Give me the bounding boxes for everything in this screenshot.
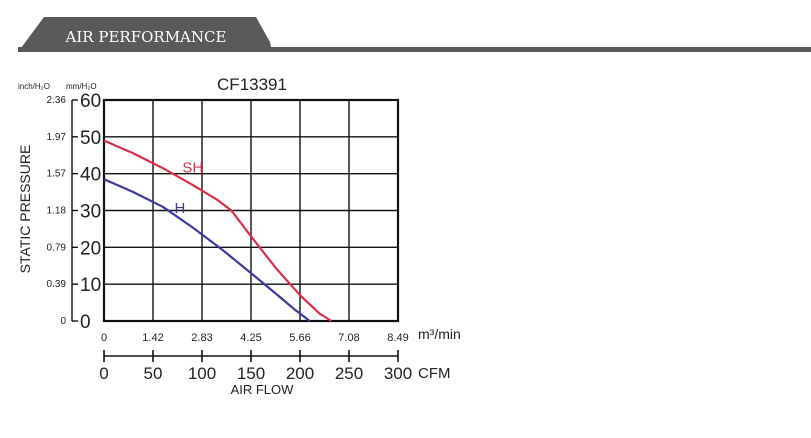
y-tick-label-inch: 1.97 — [47, 132, 67, 143]
y-unit-inch: inch/H₂O — [18, 82, 50, 91]
x-tick-label-m3min: 0 — [101, 332, 107, 344]
y-tick-label-inch: 1.18 — [47, 206, 67, 217]
x-tick-label-cfm: 300 — [384, 364, 412, 383]
chart-curves: SH H — [103, 139, 332, 322]
y-tick-label-mm: 0 — [80, 312, 91, 333]
series-line-h — [103, 178, 311, 322]
x-unit-m3min: m³/min — [418, 326, 461, 342]
series-label-sh: SH — [182, 159, 203, 176]
y-tick-label-mm: 10 — [80, 275, 101, 296]
x-tick-label-cfm: 150 — [237, 364, 265, 383]
y-unit-mm: mm/H₂O — [66, 82, 97, 91]
y-tick-label-mm: 40 — [80, 165, 101, 186]
chart-grid — [102, 98, 400, 323]
y-tick-label-mm: 50 — [80, 128, 101, 149]
section-header: AIR PERFORMANCE — [18, 17, 811, 52]
y-tick-label-inch: 0 — [60, 316, 66, 327]
x-tick-label-cfm: 250 — [335, 364, 363, 383]
x-tick-label-m3min: 4.25 — [240, 332, 261, 344]
chart-title: CF13391 — [217, 75, 287, 94]
y-tick-label-inch: 1.57 — [47, 169, 67, 180]
y-tick-label-mm: 30 — [80, 202, 101, 223]
series-line-sh — [103, 139, 332, 322]
y-tick-label-mm: 20 — [80, 238, 101, 259]
x-tick-label-m3min: 7.08 — [338, 332, 359, 344]
x-tick-label-cfm: 100 — [188, 364, 216, 383]
x-tick-label-m3min: 5.66 — [289, 332, 310, 344]
x-unit-cfm: CFM — [418, 365, 451, 382]
y-axis-title: STATIC PRESSURE — [17, 145, 33, 274]
x-tick-label-m3min: 1.42 — [142, 332, 163, 344]
x-tick-label-cfm: 0 — [99, 364, 108, 383]
header-rule — [18, 47, 811, 52]
x-axis-title: AIR FLOW — [231, 382, 295, 397]
x-tick-label-cfm: 50 — [144, 364, 163, 383]
y-tick-label-mm: 60 — [80, 91, 101, 112]
y-tick-label-inch: 2.36 — [47, 95, 67, 106]
series-label-h: H — [175, 200, 186, 217]
header-tab — [18, 17, 272, 52]
y-tick-label-inch: 0.39 — [47, 279, 67, 290]
header-title: AIR PERFORMANCE — [65, 28, 227, 46]
x-tick-label-cfm: 200 — [286, 364, 314, 383]
x-tick-label-m3min: 8.49 — [387, 332, 408, 344]
chart-labels: CF13391 STATIC PRESSURE AIR FLOW inch/H₂… — [17, 75, 461, 397]
y-tick-label-inch: 0.79 — [47, 242, 67, 253]
x-tick-label-m3min: 2.83 — [191, 332, 212, 344]
